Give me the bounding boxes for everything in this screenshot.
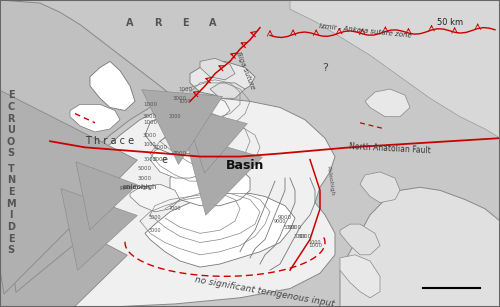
- Text: paleohigh: paleohigh: [120, 185, 150, 190]
- Text: 3000: 3000: [138, 176, 152, 181]
- Text: D: D: [7, 222, 15, 232]
- Text: 3000: 3000: [144, 157, 156, 162]
- Text: 1000: 1000: [309, 240, 321, 245]
- Text: 1000: 1000: [143, 120, 157, 125]
- Text: 1000: 1000: [178, 87, 192, 91]
- Text: A: A: [209, 18, 216, 28]
- Text: 3000: 3000: [173, 96, 187, 101]
- Text: I: I: [9, 210, 13, 220]
- Polygon shape: [30, 98, 335, 307]
- Polygon shape: [340, 255, 380, 298]
- Text: 3000: 3000: [149, 228, 161, 233]
- Text: 3000: 3000: [294, 234, 306, 239]
- Text: U: U: [7, 125, 15, 135]
- Text: no significant terrigenous input: no significant terrigenous input: [194, 275, 336, 307]
- Text: 7000: 7000: [169, 206, 181, 211]
- Polygon shape: [0, 0, 175, 239]
- Text: 3000: 3000: [143, 114, 157, 119]
- Text: S: S: [8, 245, 14, 255]
- Polygon shape: [180, 95, 230, 123]
- Text: E: E: [8, 234, 14, 243]
- Text: 1000: 1000: [143, 102, 157, 107]
- Text: 1000: 1000: [179, 99, 191, 104]
- Text: 9000: 9000: [274, 219, 286, 223]
- Text: Basin: Basin: [226, 159, 264, 172]
- Text: C: C: [8, 102, 14, 112]
- Text: R: R: [154, 18, 161, 28]
- Text: R: R: [7, 114, 15, 123]
- Text: 1000: 1000: [308, 243, 322, 248]
- Text: T h r a c e: T h r a c e: [86, 136, 134, 146]
- Text: paleohigh: paleohigh: [123, 184, 157, 190]
- Polygon shape: [90, 61, 135, 111]
- Text: 3000: 3000: [298, 234, 312, 239]
- Polygon shape: [150, 141, 220, 178]
- Polygon shape: [145, 114, 215, 154]
- Text: Izmir - Ankara suture zone: Izmir - Ankara suture zone: [318, 23, 412, 39]
- Polygon shape: [0, 221, 40, 307]
- Text: 5000: 5000: [138, 166, 152, 171]
- Text: N: N: [7, 175, 15, 185]
- Polygon shape: [290, 0, 500, 138]
- Text: E: E: [8, 90, 14, 100]
- Polygon shape: [340, 187, 500, 307]
- Text: 5000: 5000: [284, 225, 296, 230]
- Text: S: S: [8, 149, 14, 158]
- Text: O: O: [7, 137, 15, 147]
- Polygon shape: [210, 83, 245, 98]
- Polygon shape: [340, 224, 380, 255]
- Polygon shape: [70, 104, 120, 132]
- Text: e: e: [162, 155, 168, 165]
- Polygon shape: [190, 61, 255, 95]
- Polygon shape: [170, 163, 250, 206]
- Text: Paleohigh: Paleohigh: [326, 166, 334, 196]
- Polygon shape: [365, 89, 410, 117]
- Text: M: M: [6, 199, 16, 208]
- Text: 3000: 3000: [169, 114, 181, 119]
- Text: ?: ?: [322, 63, 328, 72]
- Polygon shape: [200, 58, 235, 80]
- Text: A: A: [126, 18, 134, 28]
- Text: 1000: 1000: [144, 142, 156, 147]
- Text: Biga suture: Biga suture: [234, 51, 256, 91]
- Text: 9000: 9000: [278, 216, 292, 220]
- Text: 5000: 5000: [149, 216, 161, 220]
- Text: 3000: 3000: [143, 133, 157, 138]
- Polygon shape: [130, 184, 180, 212]
- Text: E: E: [8, 187, 14, 197]
- Polygon shape: [360, 172, 400, 203]
- Text: E: E: [182, 18, 188, 28]
- Text: North Anatolian Fault: North Anatolian Fault: [349, 142, 431, 156]
- Text: 50 km: 50 km: [437, 17, 463, 27]
- Text: T: T: [8, 164, 14, 173]
- Text: 1000: 1000: [153, 145, 167, 150]
- Text: 7000: 7000: [173, 151, 187, 156]
- Polygon shape: [145, 193, 295, 267]
- Text: 5000: 5000: [288, 225, 302, 230]
- Text: 3000: 3000: [153, 157, 167, 162]
